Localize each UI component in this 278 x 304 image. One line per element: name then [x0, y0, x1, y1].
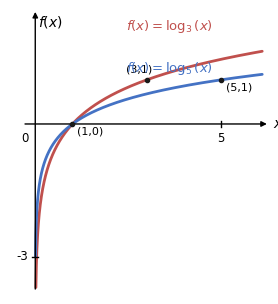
- Text: -3: -3: [17, 250, 29, 263]
- Text: 0: 0: [21, 132, 29, 145]
- Text: $f(x)$: $f(x)$: [38, 14, 63, 29]
- Text: 5: 5: [218, 132, 225, 145]
- Text: (3,1): (3,1): [126, 64, 153, 74]
- Text: $x$: $x$: [273, 117, 278, 131]
- Text: $f(x) = \log_3(x)$: $f(x) = \log_3(x)$: [126, 18, 213, 35]
- Text: (5,1): (5,1): [226, 82, 252, 92]
- Text: $f(x) = \log_5(x)$: $f(x) = \log_5(x)$: [126, 60, 213, 77]
- Text: (1,0): (1,0): [77, 126, 103, 136]
